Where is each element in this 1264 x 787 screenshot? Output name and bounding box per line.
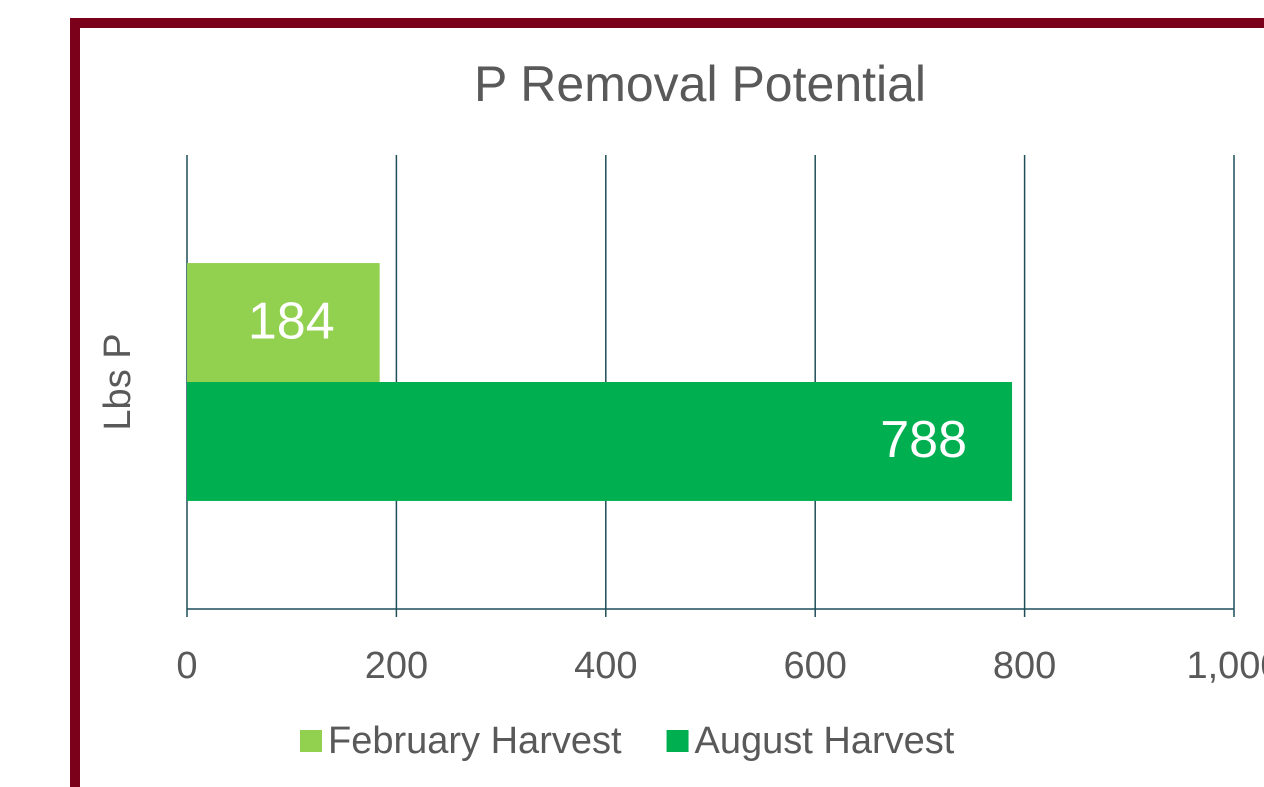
frame — [70, 18, 1264, 787]
y-axis-label: Lbs P — [97, 333, 139, 430]
x-tick-label: 800 — [993, 645, 1056, 687]
x-tick-label: 1,000 — [1186, 645, 1264, 687]
bar — [187, 263, 380, 382]
legend-swatch — [666, 730, 689, 752]
legend-label: February Harvest — [328, 720, 622, 762]
x-tick-label: 0 — [176, 645, 197, 687]
legend-label: August Harvest — [695, 720, 955, 762]
legend-swatch — [300, 730, 322, 752]
x-tick-label: 600 — [783, 645, 846, 687]
data-label: 788 — [880, 411, 967, 469]
data-label: 184 — [248, 292, 335, 350]
x-tick-label: 200 — [365, 645, 428, 687]
chart-title: P Removal Potential — [474, 56, 926, 112]
x-tick-label: 400 — [574, 645, 637, 687]
bar — [187, 382, 1013, 501]
